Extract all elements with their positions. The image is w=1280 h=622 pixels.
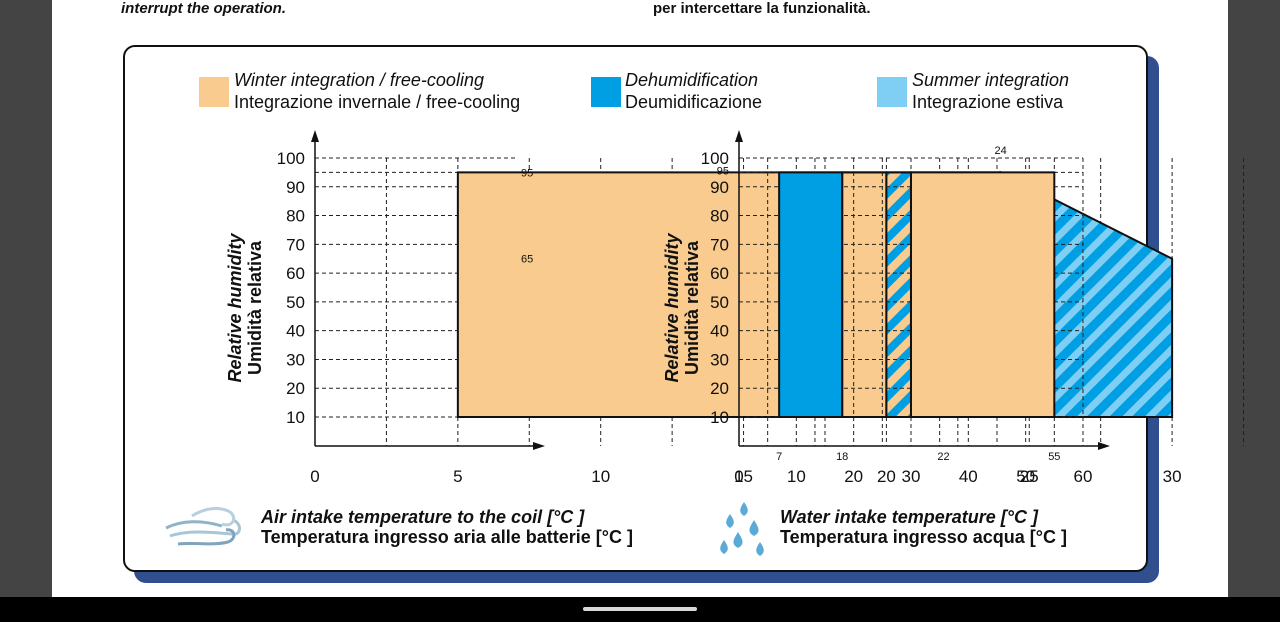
legend-label-winter-en: Winter integration / free-cooling — [234, 70, 484, 90]
annotation-label: 55 — [1048, 451, 1060, 463]
water-drops-icon — [720, 502, 764, 556]
y-tick-label: 10 — [286, 408, 305, 427]
y-tick-label: 70 — [286, 235, 305, 254]
x-tick-label: 25 — [1020, 467, 1039, 486]
y-axis-arrow — [735, 130, 743, 142]
y-tick-label: 50 — [710, 293, 729, 312]
y-tick-label: 30 — [710, 350, 729, 369]
water-temperature-chart: 10 20 30 40 50 60 70 80 90 100 0 10 20 30 40 50 60 7 18 55 9… — [662, 130, 1110, 486]
y-axis-title-en: Relative humidity — [225, 232, 245, 382]
x-axis-arrow — [1098, 442, 1110, 450]
chart2-xlabel-it: Temperatura ingresso acqua [°C ] — [780, 527, 1067, 547]
y-tick-label: 100 — [277, 149, 305, 168]
y-tick-label: 80 — [286, 207, 305, 226]
annotation-label: 22 — [937, 451, 949, 463]
legend-label-dehum-en: Dehumidification — [625, 70, 759, 90]
y-tick-label: 60 — [710, 264, 729, 283]
region-2 — [909, 171, 1056, 418]
y-tick-label: 90 — [286, 178, 305, 197]
y-tick-label: 20 — [710, 379, 729, 398]
x-tick-label: 30 — [1163, 467, 1182, 486]
annotation-label: 18 — [836, 451, 848, 463]
header-text-left: interrupt the operation. — [121, 0, 286, 17]
chart2-xlabel-en: Water intake temperature [°C ] — [780, 507, 1038, 527]
y-axis-title-en: Relative humidity — [662, 232, 682, 382]
header-text-right: per intercettare la funzionalità. — [653, 0, 871, 17]
x-tick-label: 40 — [959, 467, 978, 486]
y-axis-title-it: Umidità relativa — [245, 240, 265, 375]
y-tick-label: 30 — [286, 350, 305, 369]
annotation-label: 95 — [717, 165, 729, 177]
y-tick-label: 70 — [710, 235, 729, 254]
y-axis-title-it: Umidità relativa — [682, 240, 702, 375]
x-tick-label: 30 — [902, 467, 921, 486]
y-tick-label: 80 — [710, 207, 729, 226]
x-axis-arrow — [533, 442, 545, 450]
air-flow-icon — [165, 507, 241, 546]
x-tick-label: 5 — [453, 467, 462, 486]
legend-label-summer-en: Summer integration — [912, 70, 1070, 90]
legend-label-dehum-it: Deumidificazione — [625, 92, 763, 112]
x-tick-label: 20 — [844, 467, 863, 486]
y-axis-arrow — [311, 130, 319, 142]
region-0 — [778, 171, 844, 418]
x-tick-label: 0 — [734, 467, 743, 486]
y-tick-label: 10 — [710, 408, 729, 427]
annotation-label: 65 — [521, 254, 533, 266]
y-tick-label: 40 — [710, 322, 729, 341]
legend-label-winter-it: Integrazione invernale / free-cooling — [234, 92, 521, 112]
air-temperature-chart: 1020304050607080901000510152025303524229… — [225, 130, 1245, 486]
annotation-label: 95 — [521, 167, 533, 179]
x-tick-label: 20 — [877, 467, 896, 486]
x-tick-label: 10 — [591, 467, 610, 486]
x-tick-label: 15 — [734, 467, 753, 486]
annotation-label: 7 — [776, 451, 782, 463]
y-tick-label: 100 — [701, 149, 729, 168]
viewer-right-margin — [1228, 0, 1280, 597]
y-tick-label: 60 — [286, 264, 305, 283]
annotation-label: 24 — [995, 145, 1007, 157]
legend-swatch-dehumidification — [591, 77, 621, 107]
x-tick-label: 10 — [787, 467, 806, 486]
legend-label-summer-it: Integrazione estiva — [912, 92, 1064, 112]
chart1-xlabel-en: Air intake temperature to the coil [°C ] — [261, 507, 585, 527]
x-tick-label: 50 — [1016, 467, 1035, 486]
home-gesture-handle[interactable] — [583, 607, 697, 611]
y-tick-label: 50 — [286, 293, 305, 312]
y-tick-label: 90 — [710, 178, 729, 197]
chart1-xlabel-it: Temperatura ingresso aria alle batterie … — [261, 527, 633, 547]
x-tick-label: 0 — [310, 467, 319, 486]
y-tick-label: 20 — [286, 379, 305, 398]
legend-swatch-summer — [877, 77, 907, 107]
viewer-left-margin — [0, 0, 52, 597]
x-tick-label: 60 — [1074, 467, 1093, 486]
y-tick-label: 40 — [286, 322, 305, 341]
legend-swatch-winter — [199, 77, 229, 107]
